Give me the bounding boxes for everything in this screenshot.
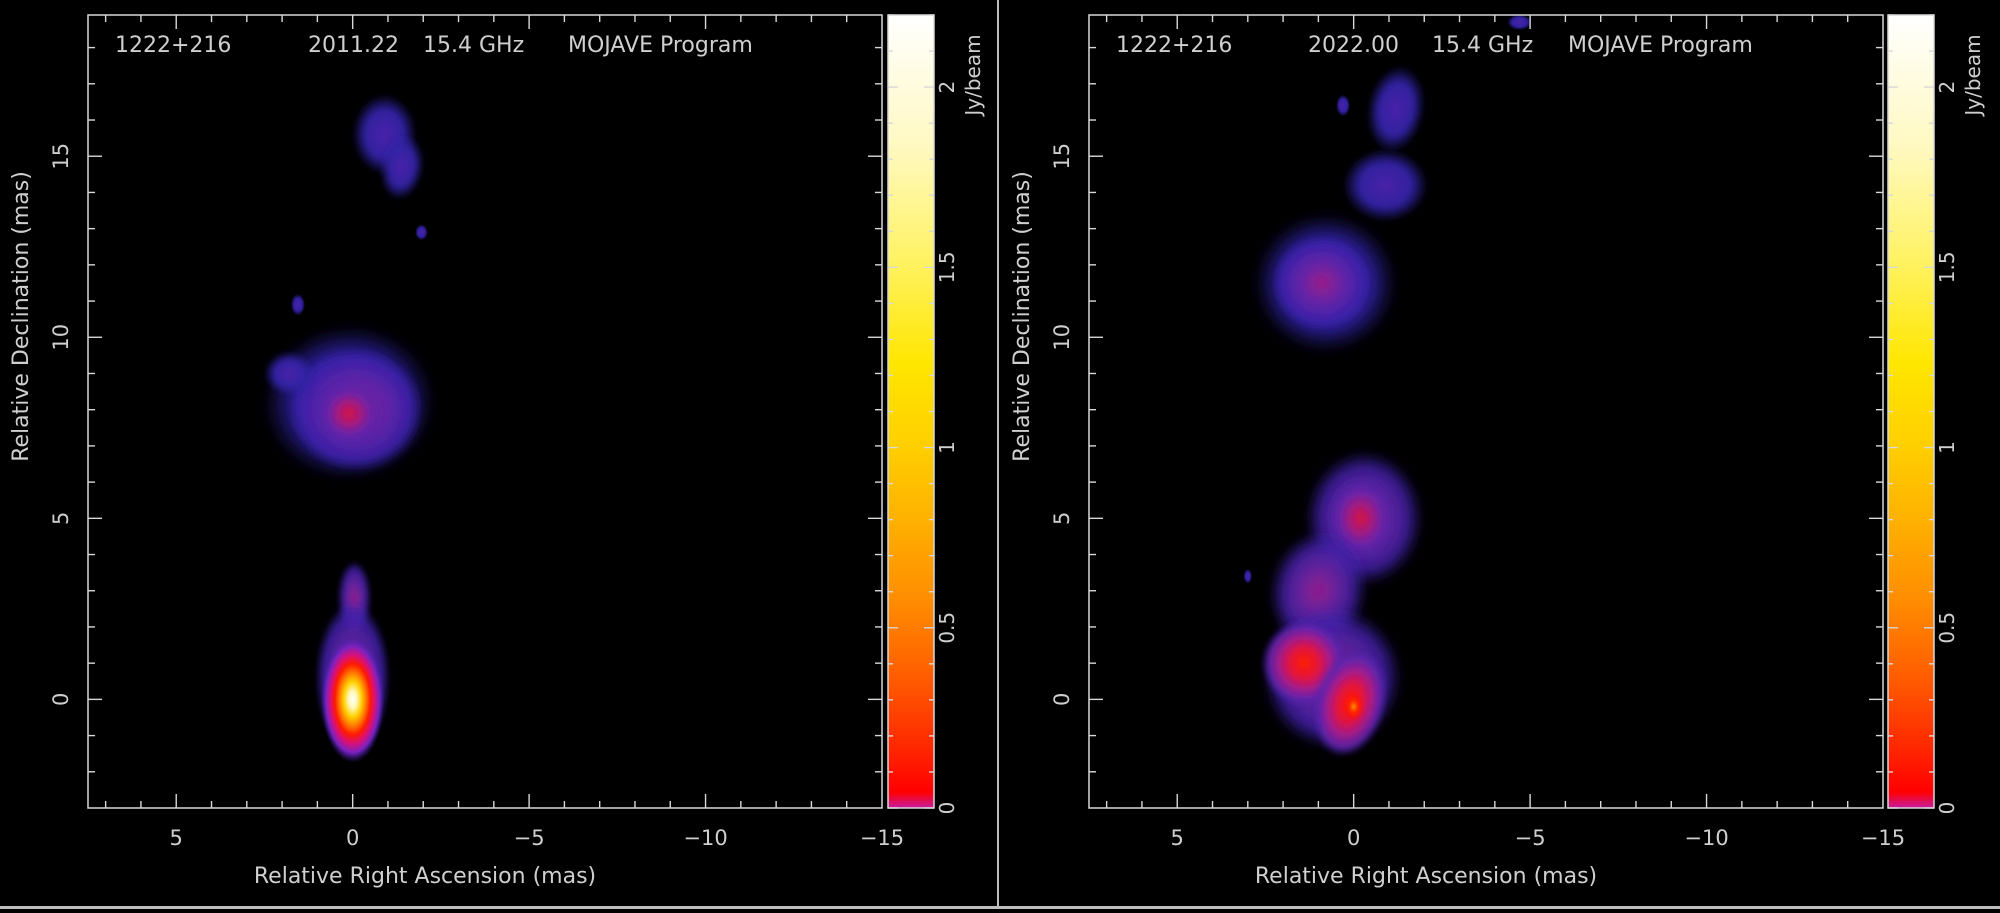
frequency-label: 15.4 GHz xyxy=(1432,33,1533,58)
x-tick-label: −10 xyxy=(1684,826,1728,850)
source-label: 1222+216 xyxy=(1116,33,1232,58)
blob-upper-jet-lower xyxy=(1343,148,1428,222)
x-axis-label: Relative Right Ascension (mas) xyxy=(1255,864,1597,889)
panel-2: 5 0 −5 −10 −15 Relative Right Ascension (mas)… xyxy=(1010,14,1985,889)
blob-core xyxy=(1343,692,1365,722)
source-label: 1222+216 xyxy=(115,33,231,58)
x-tick-label: 5 xyxy=(1171,826,1184,850)
epoch-label: 2022.00 xyxy=(1308,33,1399,58)
colorbar: 0 0.5 1 1.5 2 Jy/beam xyxy=(1887,14,1985,815)
x-tick-label: −10 xyxy=(683,826,727,850)
y-tick-label: 5 xyxy=(1050,512,1074,525)
y-axis: 0 5 10 15 Relative Declination (mas) xyxy=(9,46,882,773)
colorbar-gradient xyxy=(1888,15,1934,808)
plot-header: 1222+216 2022.00 15.4 GHz MOJAVE Program xyxy=(1116,33,1753,58)
colorbar: 0 0.5 1 1.5 2 Jy/beam xyxy=(887,14,985,815)
y-axis: 0 5 10 15 Relative Declination (mas) xyxy=(1010,46,1883,773)
y-tick-label: 10 xyxy=(1050,324,1074,351)
colorbar-label: Jy/beam xyxy=(961,34,985,117)
x-tick-label: 0 xyxy=(346,826,359,850)
blob-speck xyxy=(290,293,306,316)
y-tick-label: 15 xyxy=(49,143,73,170)
panel-separator xyxy=(997,0,999,909)
colorbar-tick-label: 2 xyxy=(935,81,959,94)
x-tick-label: −15 xyxy=(1861,826,1905,850)
colorbar-tick-label: 0.5 xyxy=(1935,612,1959,644)
bottom-border xyxy=(0,906,2000,909)
blob-upper-jet xyxy=(1367,66,1425,153)
colorbar-gradient xyxy=(888,15,934,808)
y-tick-label: 0 xyxy=(1050,693,1074,706)
y-tick-label: 10 xyxy=(49,324,73,351)
plot-header: 1222+216 2011.22 15.4 GHz MOJAVE Program xyxy=(115,33,753,58)
x-tick-label: 0 xyxy=(1347,826,1360,850)
colorbar-tick-label: 0.5 xyxy=(935,612,959,644)
emission-map xyxy=(1243,14,1532,757)
blob-upper-jet-tail xyxy=(380,134,424,200)
colorbar-tick-label: 1 xyxy=(935,441,959,454)
y-axis-label: Relative Declination (mas) xyxy=(9,171,34,462)
plot-frame xyxy=(87,14,883,809)
colorbar-tick-label: 1.5 xyxy=(935,251,959,283)
colorbar-tick-label: 2 xyxy=(1935,81,1959,94)
blob-speck xyxy=(1336,94,1351,117)
frequency-label: 15.4 GHz xyxy=(423,33,524,58)
x-tick-label: −5 xyxy=(514,826,545,850)
x-tick-label: −15 xyxy=(860,826,904,850)
x-tick-label: 5 xyxy=(170,826,183,850)
blob-mid-left xyxy=(264,351,314,396)
y-tick-label: 15 xyxy=(1050,143,1074,170)
colorbar-tick-label: 0 xyxy=(935,802,959,815)
x-axis: 5 0 −5 −10 −15 Relative Right Ascension (mas) xyxy=(104,15,904,889)
colorbar-tick-label: 1 xyxy=(1935,441,1959,454)
program-label: MOJAVE Program xyxy=(568,33,753,58)
plot-frame xyxy=(1088,14,1884,809)
colorbar-tick-label: 0 xyxy=(1935,802,1959,815)
emission-map xyxy=(264,94,434,763)
x-axis-label: Relative Right Ascension (mas) xyxy=(254,864,596,889)
y-tick-label: 0 xyxy=(49,693,73,706)
x-axis: 5 0 −5 −10 −15 Relative Right Ascension (mas) xyxy=(1105,15,1905,889)
blob-mid-core xyxy=(313,378,385,448)
blob-speck xyxy=(1243,569,1253,584)
panel-1: 5 0 −5 −10 −15 Relative Right Ascension (mas)… xyxy=(9,14,985,889)
epoch-label: 2011.22 xyxy=(308,33,399,58)
blob-core xyxy=(320,636,385,763)
y-axis-label: Relative Declination (mas) xyxy=(1010,171,1035,462)
blob-speck xyxy=(415,224,428,241)
colorbar-tick-label: 1.5 xyxy=(1935,251,1959,283)
program-label: MOJAVE Program xyxy=(1568,33,1753,58)
x-tick-label: −5 xyxy=(1515,826,1546,850)
y-tick-label: 5 xyxy=(49,512,73,525)
blob-mid-body xyxy=(1272,235,1372,331)
colorbar-label: Jy/beam xyxy=(1961,34,1985,117)
blob-speck xyxy=(1507,14,1532,31)
